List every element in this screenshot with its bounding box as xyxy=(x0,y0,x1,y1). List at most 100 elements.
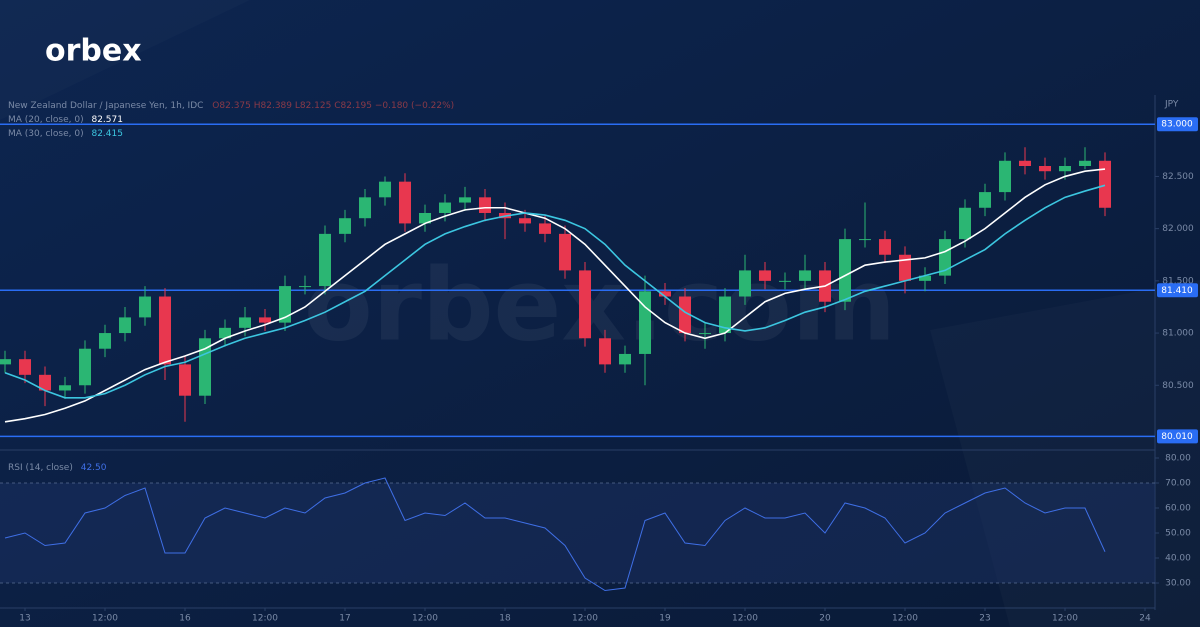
y-tick-label: 30.00 xyxy=(1165,579,1191,589)
candle-body xyxy=(759,270,771,281)
x-tick-label: 23 xyxy=(979,614,990,624)
candle-body xyxy=(0,359,11,365)
candle-body xyxy=(479,197,491,213)
candle-body xyxy=(859,239,871,241)
candle-body xyxy=(79,348,91,386)
candle-body xyxy=(99,333,111,349)
level-label-bg xyxy=(1157,283,1198,298)
x-tick-label: 12:00 xyxy=(892,614,918,624)
ma-line xyxy=(4,168,1106,423)
candle-body xyxy=(919,275,931,281)
rsi-line xyxy=(4,477,1106,592)
y-tick-label: 50.00 xyxy=(1165,529,1191,539)
instrument: New Zealand Dollar / Japanese Yen, 1h, I… xyxy=(8,101,203,111)
legend-value: 82.415 xyxy=(91,129,123,139)
legend-title: New Zealand Dollar / Japanese Yen, 1h, I… xyxy=(8,101,454,111)
y-tick-label: 40.00 xyxy=(1165,554,1191,564)
x-tick-label: 12:00 xyxy=(252,614,278,624)
candle-body xyxy=(559,233,571,271)
ohlc: O82.375 H82.389 L82.125 C82.195 −0.180 (… xyxy=(212,101,454,111)
candle-body xyxy=(699,333,711,335)
candle-body xyxy=(679,296,691,334)
y-tick-label: 82.000 xyxy=(1162,224,1194,234)
candle-body xyxy=(959,207,971,240)
candle-body xyxy=(719,296,731,334)
level-label-bg xyxy=(1157,117,1198,132)
candle-body xyxy=(359,197,371,219)
level-label: 81.410 xyxy=(1161,286,1193,296)
candle-body xyxy=(319,233,331,287)
candle-body xyxy=(379,181,391,198)
legend-name: RSI (14, close) xyxy=(8,463,73,473)
candle-body xyxy=(519,218,531,224)
candle-body xyxy=(259,317,271,323)
x-tick-label: 12:00 xyxy=(92,614,118,624)
y-tick-label: 81.500 xyxy=(1162,276,1194,286)
y-tick-label: 80.00 xyxy=(1165,454,1191,464)
candle-body xyxy=(1019,160,1031,166)
rsi-band xyxy=(0,483,1155,583)
candle-body xyxy=(799,270,811,281)
candle-body xyxy=(779,280,791,282)
candle-body xyxy=(739,270,751,297)
candle-body xyxy=(659,291,671,297)
candle-body xyxy=(839,239,851,302)
candle-body xyxy=(399,181,411,224)
candle-body xyxy=(179,364,191,396)
candle-body xyxy=(999,160,1011,193)
candle-body xyxy=(119,317,131,334)
x-tick-label: 19 xyxy=(659,614,671,624)
x-tick-label: 12:00 xyxy=(572,614,598,624)
y-tick-label: 80.500 xyxy=(1162,381,1194,391)
x-tick-label: 17 xyxy=(339,614,350,624)
candle-body xyxy=(339,218,351,234)
x-tick-label: 12:00 xyxy=(732,614,758,624)
candle-body xyxy=(599,338,611,365)
candle-body xyxy=(939,239,951,276)
candle-body xyxy=(539,223,551,234)
logo: orbex xyxy=(45,34,142,69)
candle-body xyxy=(1039,166,1051,172)
legend-rsi: RSI (14, close) 42.50 xyxy=(8,463,107,473)
candle-body xyxy=(159,296,171,365)
legend-name: MA (30, close, 0) xyxy=(8,129,84,139)
ma-line xyxy=(4,184,1106,399)
x-tick-label: 16 xyxy=(179,614,191,624)
level-label-bg xyxy=(1157,429,1198,444)
x-tick-label: 12:00 xyxy=(412,614,438,624)
candle-body xyxy=(139,296,151,318)
candle-body xyxy=(619,353,631,365)
legend-ma30: MA (30, close, 0) 82.415 xyxy=(8,129,123,139)
candle-body xyxy=(639,291,651,354)
plot: 80.500 81.000 81.500 82.000 82.500 30.00 40.00… xyxy=(0,117,1198,624)
legend-name: MA (20, close, 0) xyxy=(8,115,84,125)
candle-body xyxy=(1079,160,1091,166)
candle-body xyxy=(239,317,251,328)
candle-body xyxy=(279,286,291,323)
level-label: 80.010 xyxy=(1161,432,1193,442)
candle-body xyxy=(459,197,471,203)
candle-body xyxy=(419,212,431,224)
candle-body xyxy=(59,385,71,391)
legend-value: 82.571 xyxy=(91,115,123,125)
candle-body xyxy=(979,192,991,208)
candle-body xyxy=(219,327,231,339)
y-tick-label: 82.500 xyxy=(1162,172,1194,182)
x-tick-label: 24 xyxy=(1139,614,1151,624)
candle-body xyxy=(879,239,891,255)
candle-body xyxy=(39,374,51,391)
candle-body xyxy=(19,359,31,375)
level-label: 83.000 xyxy=(1161,120,1193,130)
x-tick-label: 18 xyxy=(499,614,511,624)
candle-body xyxy=(299,286,311,288)
legend-value: 42.50 xyxy=(81,463,107,473)
candle-body xyxy=(579,270,591,339)
candle-body xyxy=(1099,160,1111,208)
y-tick-label: 70.00 xyxy=(1165,479,1191,489)
x-tick-label: 13 xyxy=(19,614,30,624)
candle-body xyxy=(439,202,451,213)
y-tick-label: 60.00 xyxy=(1165,504,1191,514)
